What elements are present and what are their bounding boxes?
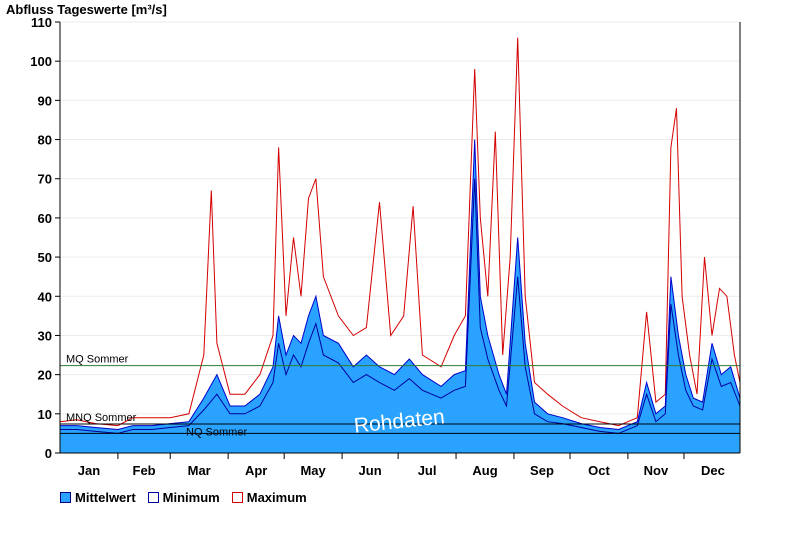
legend-label-maximum: Maximum xyxy=(246,490,307,505)
y-tick-label-7: 70 xyxy=(38,172,52,187)
series-area-mittelwert xyxy=(60,139,740,453)
y-tick-label-9: 90 xyxy=(38,93,52,108)
reference-label-0: MQ Sommer xyxy=(66,354,129,366)
reference-label-1: MNQ Sommer xyxy=(66,412,137,424)
x-tick-label-nov: Nov xyxy=(644,463,669,478)
legend-label-mittelwert: Mittelwert xyxy=(75,490,136,505)
legend-swatch-maximum xyxy=(231,492,243,503)
y-tick-label-11: 110 xyxy=(31,15,52,30)
y-tick-label-8: 80 xyxy=(38,133,52,148)
x-tick-label-dec: Dec xyxy=(701,463,725,478)
y-tick-label-10: 100 xyxy=(30,54,52,69)
series-line-maximum xyxy=(59,37,741,427)
legend-swatch-minimum xyxy=(147,492,159,503)
y-tick-label-3: 30 xyxy=(38,328,52,343)
legend-swatch-mittelwert xyxy=(60,492,71,503)
legend-item-minimum: Minimum xyxy=(147,490,220,505)
y-tick-label-5: 50 xyxy=(38,250,52,265)
y-tick-label-1: 10 xyxy=(38,407,52,422)
legend-item-maximum: Maximum xyxy=(231,490,307,505)
series-outline-mittelwert xyxy=(60,139,741,431)
legend: Mittelwert Minimum Maximum xyxy=(60,490,307,505)
legend-label-minimum: Minimum xyxy=(162,490,220,505)
x-tick-label-sep: Sep xyxy=(530,463,554,478)
x-tick-label-feb: Feb xyxy=(133,463,156,478)
y-axis-title: Abfluss Tageswerte [m³/s] xyxy=(6,2,167,17)
reference-label-2: NQ Sommer xyxy=(186,426,247,438)
x-tick-label-oct: Oct xyxy=(588,463,610,478)
legend-item-mittelwert: Mittelwert xyxy=(60,490,136,505)
x-tick-label-jul: Jul xyxy=(418,463,437,478)
y-tick-label-6: 60 xyxy=(38,211,52,226)
x-tick-label-apr: Apr xyxy=(245,463,267,478)
series-line-minimum xyxy=(60,178,741,434)
x-tick-label-jun: Jun xyxy=(359,463,382,478)
x-tick-label-jan: Jan xyxy=(78,463,100,478)
x-tick-label-may: May xyxy=(300,463,326,478)
x-tick-label-mar: Mar xyxy=(188,463,211,478)
y-tick-label-2: 20 xyxy=(38,368,52,383)
x-tick-label-aug: Aug xyxy=(472,463,497,478)
y-tick-label-0: 0 xyxy=(45,446,52,461)
y-tick-label-4: 40 xyxy=(38,289,52,304)
